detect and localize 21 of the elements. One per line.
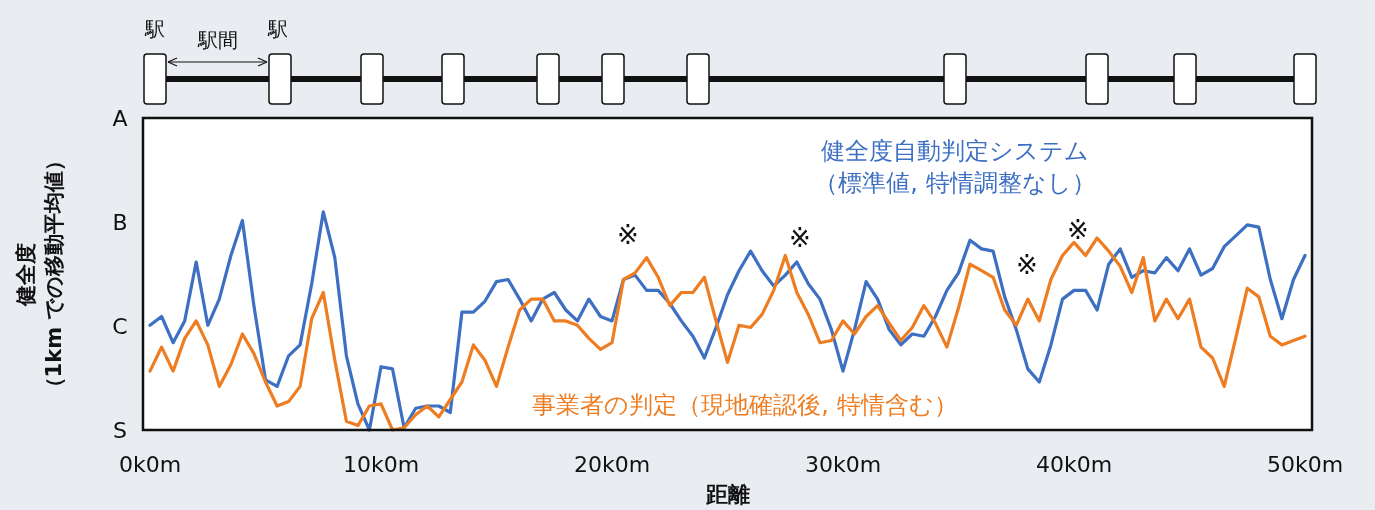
text: C	[112, 314, 128, 339]
annotation: ※	[1016, 250, 1038, 280]
x-tick-label: 40k0m	[1035, 452, 1113, 477]
annotation: ※	[1067, 215, 1089, 245]
annotation: ※	[789, 223, 811, 253]
y-axis-title: 健全度（1km での移動平均値）	[14, 149, 66, 399]
text: B	[112, 210, 128, 235]
x-tick-label: 20k0m	[573, 452, 651, 477]
annotation: ※	[617, 220, 639, 250]
text: S	[113, 418, 127, 443]
series-label: 事業者の判定（現地確認後, 特情含む）	[532, 391, 958, 419]
text: 健全度自動判定システム（標準値, 特情調整なし）	[814, 137, 1096, 197]
x-tick-label: 50k0m	[1266, 452, 1344, 477]
text: 駅間	[197, 28, 238, 52]
text: 駅	[267, 17, 288, 41]
x-tick-label: 0k0m	[118, 452, 182, 477]
x-tick-label: 10k0m	[342, 452, 420, 477]
x-axis-title: 距離	[704, 482, 750, 507]
x-tick-label: 30k0m	[804, 452, 882, 477]
text: A	[112, 106, 128, 131]
text: 駅	[144, 17, 165, 41]
